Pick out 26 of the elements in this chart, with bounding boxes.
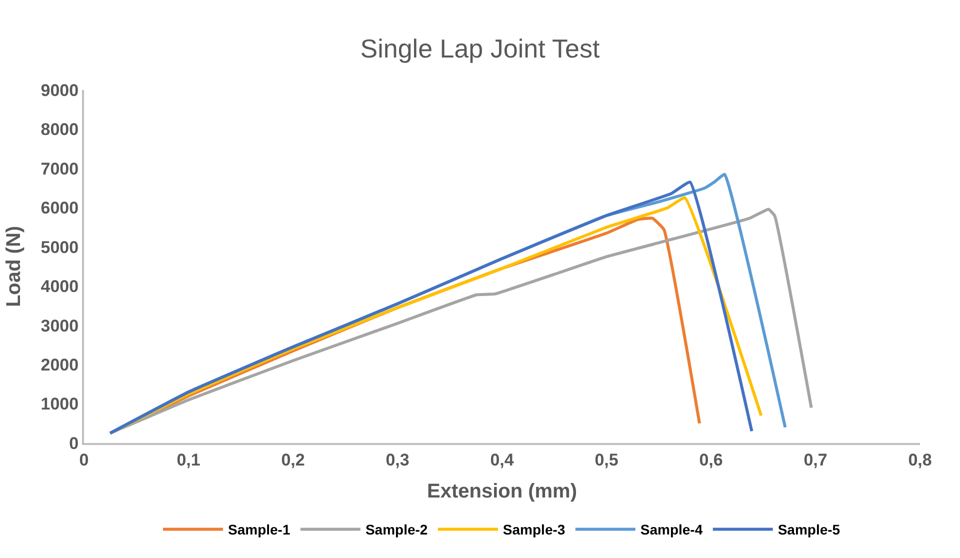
x-tick-label: 0,8 xyxy=(908,450,932,470)
legend-label: Sample-2 xyxy=(365,522,428,538)
x-axis-title: Extension (mm) xyxy=(426,480,578,502)
chart-title: Single Lap Joint Test xyxy=(360,33,600,64)
y-tick-label: 6000 xyxy=(40,198,79,218)
legend-label: Sample-4 xyxy=(640,522,703,538)
y-tick-label: 3000 xyxy=(40,316,79,336)
x-tick-label: 0,5 xyxy=(594,450,618,470)
x-tick-label: 0,1 xyxy=(176,450,200,470)
y-tick-label: 8000 xyxy=(40,120,79,140)
x-tick-label: 0,7 xyxy=(804,450,828,470)
legend-label: Sample-3 xyxy=(502,522,566,538)
y-tick-label: 9000 xyxy=(40,80,79,100)
x-tick-label: 0,4 xyxy=(490,450,514,470)
y-tick-label: 0 xyxy=(69,434,79,453)
y-tick-label: 4000 xyxy=(40,277,79,296)
y-axis-title: Load (N) xyxy=(2,226,25,308)
x-tick-label: 0,3 xyxy=(386,450,410,470)
y-tick-label: 2000 xyxy=(40,356,79,375)
x-tick-label: 0,6 xyxy=(699,450,723,470)
y-tick-label: 7000 xyxy=(40,159,79,178)
y-tick-label: 1000 xyxy=(40,394,79,414)
x-tick-label: 0,2 xyxy=(281,450,305,470)
y-tick-label: 5000 xyxy=(40,238,79,257)
legend-label: Sample-5 xyxy=(778,522,840,538)
legend-label: Sample-1 xyxy=(228,522,290,538)
